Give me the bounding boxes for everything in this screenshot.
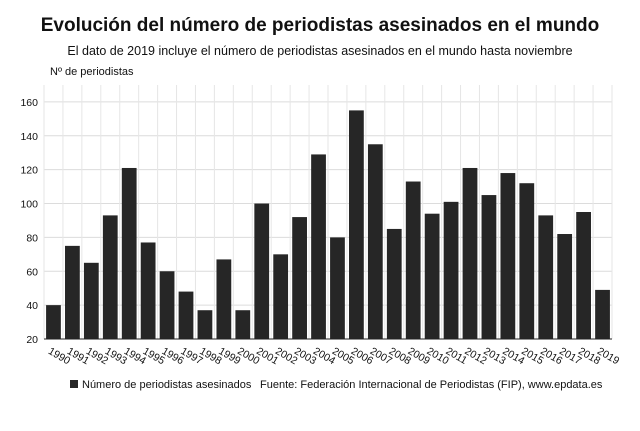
bar-2017 [557,234,573,339]
y-axis-label: Nº de periodistas [50,66,134,78]
y-tick-80: 80 [26,232,38,244]
bar-2000 [235,310,251,339]
bar-1994 [121,167,137,339]
bar-2008 [386,228,402,339]
bar-2016 [538,215,554,339]
bar-1990 [46,305,61,339]
bar-2006 [349,110,364,340]
legend-swatch [70,380,78,388]
bar-1996 [159,271,175,339]
y-tick-140: 140 [20,131,38,143]
bar-2005 [330,237,345,339]
bar-2011 [443,201,459,339]
y-tick-160: 160 [20,97,38,109]
chart-title: Evolución del número de periodistas ases… [41,15,600,36]
bar-2012 [462,167,478,339]
legend: Número de periodistas asesinados [70,379,252,391]
bar-2018 [576,212,591,339]
x-tick-2019: 2019 [595,345,621,367]
bar-2001 [254,203,270,339]
bar-2015 [519,183,535,339]
bar-2007 [367,144,383,339]
y-tick-120: 120 [20,165,38,177]
chart-subtitle: El dato de 2019 incluye el número de per… [67,44,572,58]
bar-2019 [595,289,610,339]
y-axis-ticks: 20 40 60 80 100 120 140 160 [20,97,38,346]
bar-1998 [197,310,213,339]
bar-2004 [311,154,326,339]
bar-2013 [481,195,497,339]
bars [46,110,610,340]
bar-1999 [216,259,232,339]
legend-label: Número de periodistas asesinados [82,379,252,391]
bar-1991 [65,245,80,339]
x-axis-ticks: 1990199119921993199419951996199719981999… [46,345,621,367]
bar-1995 [140,242,156,339]
bar-1992 [83,262,99,339]
y-tick-40: 40 [26,300,38,312]
grid [43,85,613,340]
y-tick-20: 20 [26,334,38,346]
bar-2014 [500,173,516,339]
bar-2009 [405,181,421,339]
bar-2002 [273,254,289,339]
y-tick-60: 60 [26,266,38,278]
source-note: Fuente: Federación Internacional de Peri… [260,379,603,391]
bar-1997 [178,291,194,339]
bar-1993 [102,215,118,339]
y-tick-100: 100 [20,199,38,211]
bar-2010 [424,213,440,339]
bar-2003 [292,217,307,339]
